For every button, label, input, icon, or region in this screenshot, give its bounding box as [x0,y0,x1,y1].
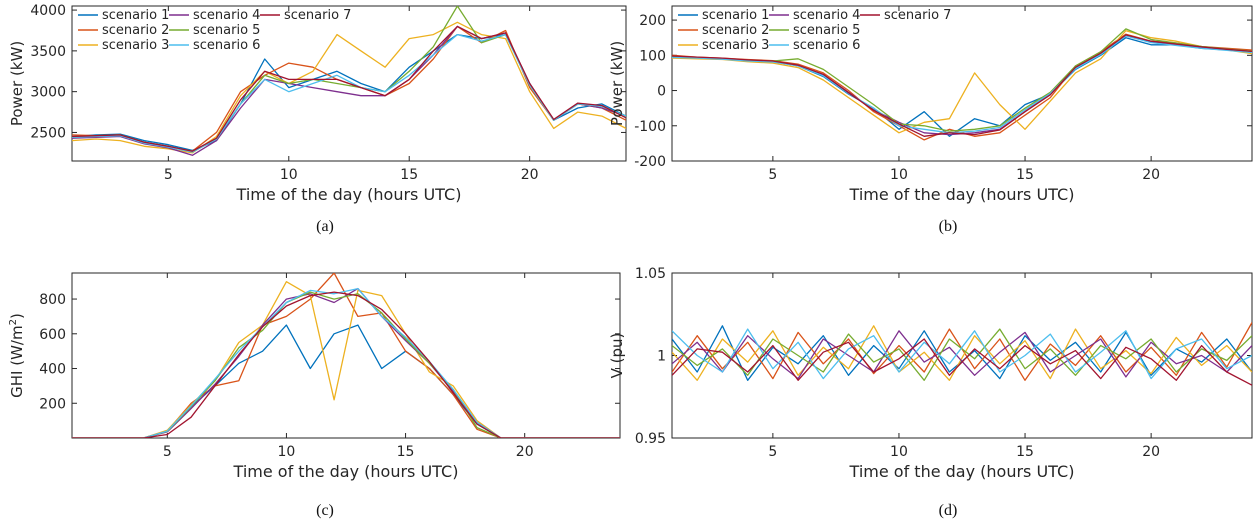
series-line-scenario-7 [72,25,626,152]
x-tick-label: 15 [1016,444,1034,460]
panel-caption: (d) [939,502,958,519]
panel-caption: (c) [316,502,334,519]
legend-label: scenario 6 [793,38,860,53]
y-tick-label: 1 [657,349,666,365]
legend-label: scenario 1 [702,8,769,23]
series-line-scenario-7 [72,291,620,438]
y-tick-label: 0.95 [635,431,666,447]
x-tick-label: 20 [516,444,534,460]
y-tick-label: 2500 [30,125,66,141]
series-lines [672,28,1252,141]
y-tick-label: 200 [639,13,666,29]
y-tick-label: 1.05 [635,266,666,282]
y-tick-label: 4000 [30,3,66,19]
chart-panel-1: 5 10 15 20 2500 3000 3500 4000 Time of the day (… [8,3,627,235]
series-line-scenario-3 [672,325,1252,381]
y-axis-label: GHI (W/m2) [8,313,26,398]
y-tick-label: 3500 [30,44,66,60]
y-tick-label: 100 [639,48,666,64]
chart-panel-4: 5 10 15 20 0.95 1 1.05 Time of the day (hours U… [608,266,1253,519]
legend-label: scenario 4 [193,8,260,23]
plot-area [71,272,621,439]
panel-caption: (b) [939,218,958,235]
legend-label: scenario 3 [102,38,169,53]
legend-label: scenario 3 [702,38,769,53]
y-tick-label: 3000 [30,85,66,101]
series-line-scenario-7 [672,34,1252,137]
y-tick-label: 0 [657,84,666,100]
x-tick-label: 5 [163,444,172,460]
chart-panel-3: 5 10 15 20 200 400 600 800 Time of the day (hour… [8,272,621,519]
x-tick-label: 5 [768,444,777,460]
series-line-scenario-3 [72,281,620,438]
x-axis-label: Time of the day (hours UTC) [236,185,462,204]
y-axis-label: V (pu) [608,333,626,379]
x-tick-label: 10 [890,167,908,183]
y-tick-label: 600 [39,327,66,343]
chart-panel-2: 5 10 15 20 -200 -100 0 100 200 Time of the day (h… [608,5,1253,235]
x-axis-label: Time of the day (hours UTC) [849,462,1075,481]
legend-label: scenario 2 [102,23,169,38]
series-line-scenario-3 [72,21,626,154]
series-lines [672,322,1252,386]
x-tick-label: 15 [400,167,418,183]
x-axis-label: Time of the day (hours UTC) [849,185,1075,204]
y-tick-label: 800 [39,292,66,308]
legend-label: scenario 5 [793,23,860,38]
legend-label: scenario 4 [793,8,860,23]
y-axis-label: Power (kW) [608,41,626,126]
legend-label: scenario 7 [284,8,351,23]
plot-area [671,5,1253,162]
series-lines [72,273,620,438]
y-axis-label: Power (kW) [8,41,26,126]
x-tick-label: 10 [278,444,296,460]
legend-label: scenario 7 [884,8,951,23]
x-axis-label: Time of the day (hours UTC) [233,462,459,481]
panel-caption: (a) [316,218,334,235]
series-line-scenario-6 [72,287,620,438]
x-tick-label: 10 [280,167,298,183]
x-tick-label: 5 [768,167,777,183]
x-tick-label: 20 [1142,167,1160,183]
series-lines [72,6,626,156]
series-line-scenario-7 [672,338,1252,386]
series-line-scenario-6 [672,328,1252,380]
legend-label: scenario 2 [702,23,769,38]
x-tick-label: 20 [1142,444,1160,460]
series-line-scenario-5 [672,328,1252,381]
x-tick-label: 20 [521,167,539,183]
y-tick-label: -200 [634,154,666,170]
plot-area [671,272,1253,439]
legend-label: scenario 6 [193,38,260,53]
y-tick-label: -100 [634,119,666,135]
y-tick-label: 400 [39,362,66,378]
series-line-scenario-3 [672,30,1252,134]
x-tick-label: 5 [164,167,173,183]
series-line-scenario-6 [72,33,626,153]
x-tick-label: 15 [397,444,415,460]
y-tick-label: 200 [39,396,66,412]
legend-label: scenario 5 [193,23,260,38]
series-line-scenario-6 [672,35,1252,134]
x-tick-label: 15 [1016,167,1034,183]
x-tick-label: 10 [890,444,908,460]
legend-label: scenario 1 [102,8,169,23]
